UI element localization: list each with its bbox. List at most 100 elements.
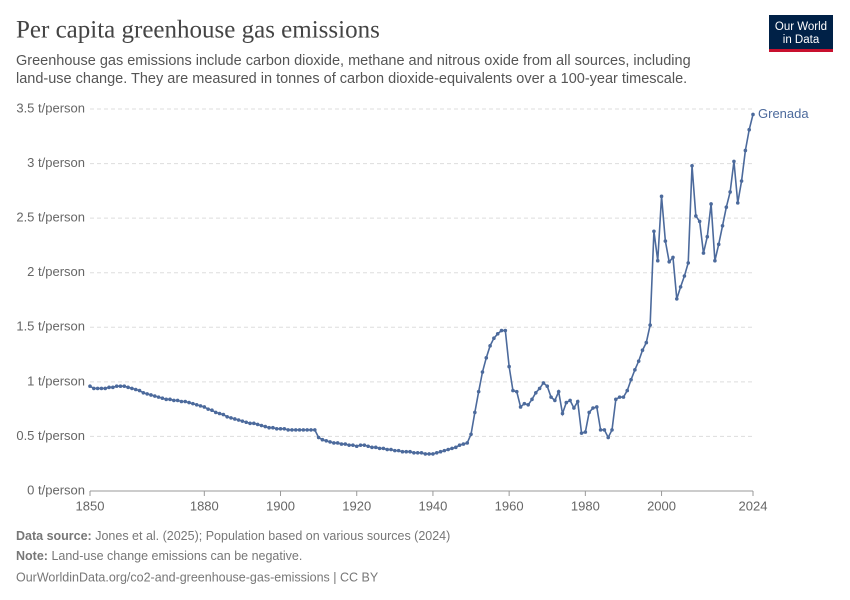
data-point xyxy=(652,229,656,234)
data-point xyxy=(610,428,614,432)
data-point xyxy=(640,348,645,353)
data-point xyxy=(99,386,104,391)
data-point xyxy=(263,424,268,429)
data-point xyxy=(217,411,222,416)
x-tick-label: 1940 xyxy=(418,498,447,513)
data-point xyxy=(419,451,424,455)
logo-text: in Data xyxy=(783,34,820,46)
data-point xyxy=(709,202,713,206)
x-tick-label: 2024 xyxy=(739,498,768,513)
data-point xyxy=(427,452,431,456)
note: Land-use change emissions can be negativ… xyxy=(51,549,302,563)
data-point xyxy=(381,446,386,451)
data-point xyxy=(415,451,420,455)
data-point xyxy=(385,447,390,452)
data-point xyxy=(674,297,679,301)
data-point xyxy=(290,428,294,432)
data-point xyxy=(625,388,630,393)
x-tick-label: 1920 xyxy=(342,498,371,513)
data-point xyxy=(484,356,489,360)
data-point xyxy=(648,323,652,327)
data-point xyxy=(229,416,233,420)
data-point xyxy=(457,443,462,447)
data-point xyxy=(522,401,527,406)
data-point xyxy=(248,421,252,426)
data-point xyxy=(111,385,115,390)
data-point xyxy=(351,443,355,447)
data-point xyxy=(297,428,302,432)
data-point xyxy=(564,400,569,405)
subtitle: land-use change. They are measured in to… xyxy=(16,71,687,87)
data-point xyxy=(438,449,443,454)
data-point xyxy=(572,406,576,410)
data-point xyxy=(324,438,329,443)
data-point xyxy=(370,445,374,450)
data-point xyxy=(156,395,161,399)
x-tick-label: 1900 xyxy=(266,498,295,513)
data-point xyxy=(503,328,508,333)
data-point xyxy=(697,219,702,224)
y-tick-label: 3.5 t/person xyxy=(16,100,85,115)
data-point xyxy=(473,410,477,415)
data-point xyxy=(701,251,706,255)
data-point xyxy=(614,397,618,402)
data-point xyxy=(293,428,298,432)
data-point xyxy=(255,422,260,427)
data-point xyxy=(313,428,317,432)
data-point xyxy=(164,397,169,402)
data-point xyxy=(149,393,153,397)
data-point xyxy=(240,419,245,423)
data-point xyxy=(122,384,127,389)
data-point xyxy=(591,406,595,410)
data-point xyxy=(175,398,180,403)
data-point xyxy=(606,435,611,440)
data-point xyxy=(617,395,622,399)
data-point xyxy=(191,401,195,406)
data-point xyxy=(332,441,336,445)
data-point xyxy=(252,421,256,426)
y-tick-label: 0.5 t/person xyxy=(16,428,85,443)
data-point xyxy=(461,442,466,446)
data-point xyxy=(309,428,313,432)
data-point xyxy=(469,432,473,437)
data-point xyxy=(137,388,142,393)
source-label: Data source: xyxy=(16,529,92,543)
data-point xyxy=(450,446,454,451)
data-point xyxy=(545,384,550,389)
data-point xyxy=(553,398,557,403)
data-point xyxy=(476,389,481,394)
data-point xyxy=(686,261,691,265)
data-point xyxy=(373,445,378,450)
data-point xyxy=(328,440,332,444)
data-point xyxy=(187,400,191,405)
logo-text: Our World xyxy=(775,21,827,33)
data-point xyxy=(705,234,710,239)
subtitle: Greenhouse gas emissions include carbon … xyxy=(16,53,691,69)
logo-stripe xyxy=(769,49,833,52)
data-point xyxy=(354,444,359,449)
data-point xyxy=(507,364,511,369)
data-point xyxy=(434,451,439,455)
note-line: Note: Land-use change emissions can be n… xyxy=(16,549,302,563)
data-point xyxy=(690,163,694,168)
data-point xyxy=(492,336,496,341)
data-point xyxy=(518,405,523,409)
data-point xyxy=(225,414,229,419)
data-point xyxy=(316,435,321,440)
data-point xyxy=(92,386,96,391)
data-point xyxy=(549,395,553,399)
data-point xyxy=(534,390,538,395)
data-point xyxy=(747,127,751,132)
data-point xyxy=(579,431,584,435)
data-point xyxy=(560,411,565,416)
source-line: Data source: Jones et al. (2025); Popula… xyxy=(16,529,450,543)
data-point xyxy=(213,410,218,415)
data-point xyxy=(598,428,603,432)
data-point xyxy=(655,258,660,263)
data-point xyxy=(694,214,698,218)
data-point xyxy=(126,385,130,390)
data-point xyxy=(179,399,184,404)
data-point xyxy=(339,442,344,446)
data-point xyxy=(172,398,176,403)
